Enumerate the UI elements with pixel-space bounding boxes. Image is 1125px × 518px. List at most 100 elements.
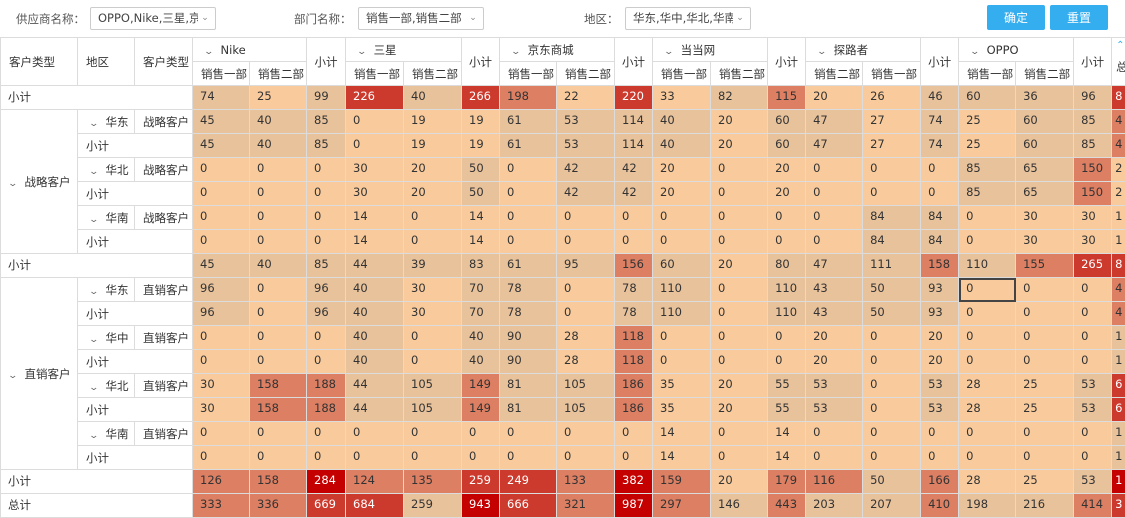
value-cell[interactable]: 14: [345, 205, 405, 230]
header-dept[interactable]: 销售二部: [248, 61, 308, 86]
value-cell[interactable]: 0: [345, 133, 405, 158]
value-cell[interactable]: 84: [862, 229, 922, 254]
value-cell[interactable]: 0: [652, 205, 712, 230]
value-cell[interactable]: 78: [614, 301, 654, 326]
value-cell[interactable]: 47: [805, 109, 864, 134]
value-cell[interactable]: 60: [1015, 109, 1075, 134]
value-cell[interactable]: 45: [192, 253, 250, 278]
value-cell[interactable]: 0: [1015, 277, 1075, 302]
value-cell[interactable]: 0: [499, 181, 558, 206]
value-cell[interactable]: 110: [652, 277, 712, 302]
region-cell[interactable]: ⌄ 华南: [77, 421, 135, 446]
value-cell[interactable]: 14: [652, 445, 712, 470]
total-cell[interactable]: 3: [1111, 493, 1125, 518]
value-cell[interactable]: 19: [403, 133, 463, 158]
value-cell[interactable]: 0: [499, 421, 558, 446]
value-cell[interactable]: 0: [862, 373, 922, 398]
total-cell[interactable]: 8: [1111, 253, 1125, 278]
value-cell[interactable]: 84: [862, 205, 922, 230]
value-cell[interactable]: 126: [192, 469, 250, 494]
value-cell[interactable]: 20: [805, 85, 864, 110]
value-cell[interactable]: 20: [403, 157, 463, 182]
value-cell[interactable]: 40: [403, 85, 463, 110]
value-cell[interactable]: 30: [403, 301, 463, 326]
value-cell[interactable]: 0: [248, 277, 308, 302]
value-cell[interactable]: 44: [345, 253, 405, 278]
value-cell[interactable]: 105: [556, 373, 616, 398]
value-cell[interactable]: 0: [499, 445, 558, 470]
value-cell[interactable]: 0: [767, 205, 807, 230]
value-cell[interactable]: 44: [345, 373, 405, 398]
value-cell[interactable]: 43: [805, 301, 864, 326]
value-cell[interactable]: 414: [1073, 493, 1113, 518]
chevron-down-icon[interactable]: ⌄: [88, 214, 100, 225]
value-cell[interactable]: 0: [710, 229, 769, 254]
value-cell[interactable]: 25: [1015, 397, 1075, 422]
value-cell[interactable]: 135: [403, 469, 463, 494]
value-cell[interactable]: 188: [306, 397, 347, 422]
value-cell[interactable]: 93: [920, 301, 960, 326]
value-cell[interactable]: 0: [403, 205, 463, 230]
value-cell[interactable]: 53: [920, 397, 960, 422]
value-cell[interactable]: 0: [1015, 325, 1075, 350]
value-cell[interactable]: 27: [862, 109, 922, 134]
total-cell[interactable]: 1: [1111, 349, 1125, 374]
value-cell[interactable]: 43: [805, 277, 864, 302]
value-cell[interactable]: 95: [556, 253, 616, 278]
value-cell[interactable]: 0: [710, 157, 769, 182]
total-cell[interactable]: 1: [1111, 325, 1125, 350]
value-cell[interactable]: 0: [862, 445, 922, 470]
chevron-down-icon[interactable]: ⌄: [88, 334, 100, 345]
header-dept[interactable]: 销售二部: [1015, 61, 1075, 86]
value-cell[interactable]: 14: [767, 421, 807, 446]
value-cell[interactable]: 0: [862, 421, 922, 446]
region-select[interactable]: 华东,华中,华北,华南 ⌄: [625, 7, 751, 30]
value-cell[interactable]: 116: [805, 469, 864, 494]
value-cell[interactable]: 114: [614, 109, 654, 134]
value-cell[interactable]: 284: [306, 469, 347, 494]
value-cell[interactable]: 42: [614, 181, 654, 206]
value-cell[interactable]: 0: [920, 445, 960, 470]
value-cell[interactable]: 40: [461, 349, 501, 374]
value-cell[interactable]: 40: [652, 133, 712, 158]
value-cell[interactable]: 19: [403, 109, 463, 134]
value-cell[interactable]: 25: [1015, 469, 1075, 494]
value-cell[interactable]: 40: [345, 349, 405, 374]
value-cell[interactable]: 0: [248, 229, 308, 254]
value-cell[interactable]: 158: [248, 397, 308, 422]
total-cell[interactable]: 1: [1111, 421, 1125, 446]
value-cell[interactable]: 0: [920, 421, 960, 446]
value-cell[interactable]: 0: [652, 349, 712, 374]
value-cell[interactable]: 0: [345, 445, 405, 470]
value-cell[interactable]: 0: [556, 205, 616, 230]
value-cell[interactable]: 0: [710, 349, 769, 374]
value-cell[interactable]: 80: [767, 253, 807, 278]
value-cell[interactable]: 0: [958, 205, 1017, 230]
value-cell[interactable]: 0: [192, 445, 250, 470]
value-cell[interactable]: 0: [306, 445, 347, 470]
value-cell[interactable]: 44: [345, 397, 405, 422]
value-cell[interactable]: 30: [1015, 229, 1075, 254]
value-cell[interactable]: 28: [958, 469, 1017, 494]
total-cell[interactable]: 1: [1111, 205, 1125, 230]
value-cell[interactable]: 0: [958, 301, 1017, 326]
value-cell[interactable]: 96: [306, 301, 347, 326]
value-cell[interactable]: 50: [461, 181, 501, 206]
value-cell[interactable]: 259: [461, 469, 501, 494]
value-cell[interactable]: 53: [556, 133, 616, 158]
value-cell[interactable]: 20: [767, 157, 807, 182]
region-cell[interactable]: ⌄ 华北: [77, 157, 135, 182]
value-cell[interactable]: 30: [192, 373, 250, 398]
value-cell[interactable]: 50: [862, 301, 922, 326]
value-cell[interactable]: 42: [556, 157, 616, 182]
header-col1[interactable]: 客户类型: [0, 37, 78, 86]
value-cell[interactable]: 669: [306, 493, 347, 518]
value-cell[interactable]: 110: [958, 253, 1017, 278]
value-cell[interactable]: 0: [862, 325, 922, 350]
value-cell[interactable]: 0: [248, 445, 308, 470]
value-cell[interactable]: 20: [710, 133, 769, 158]
value-cell[interactable]: 19: [461, 109, 501, 134]
value-cell[interactable]: 19: [461, 133, 501, 158]
region-cell[interactable]: ⌄ 华东: [77, 109, 135, 134]
value-cell[interactable]: 60: [767, 133, 807, 158]
